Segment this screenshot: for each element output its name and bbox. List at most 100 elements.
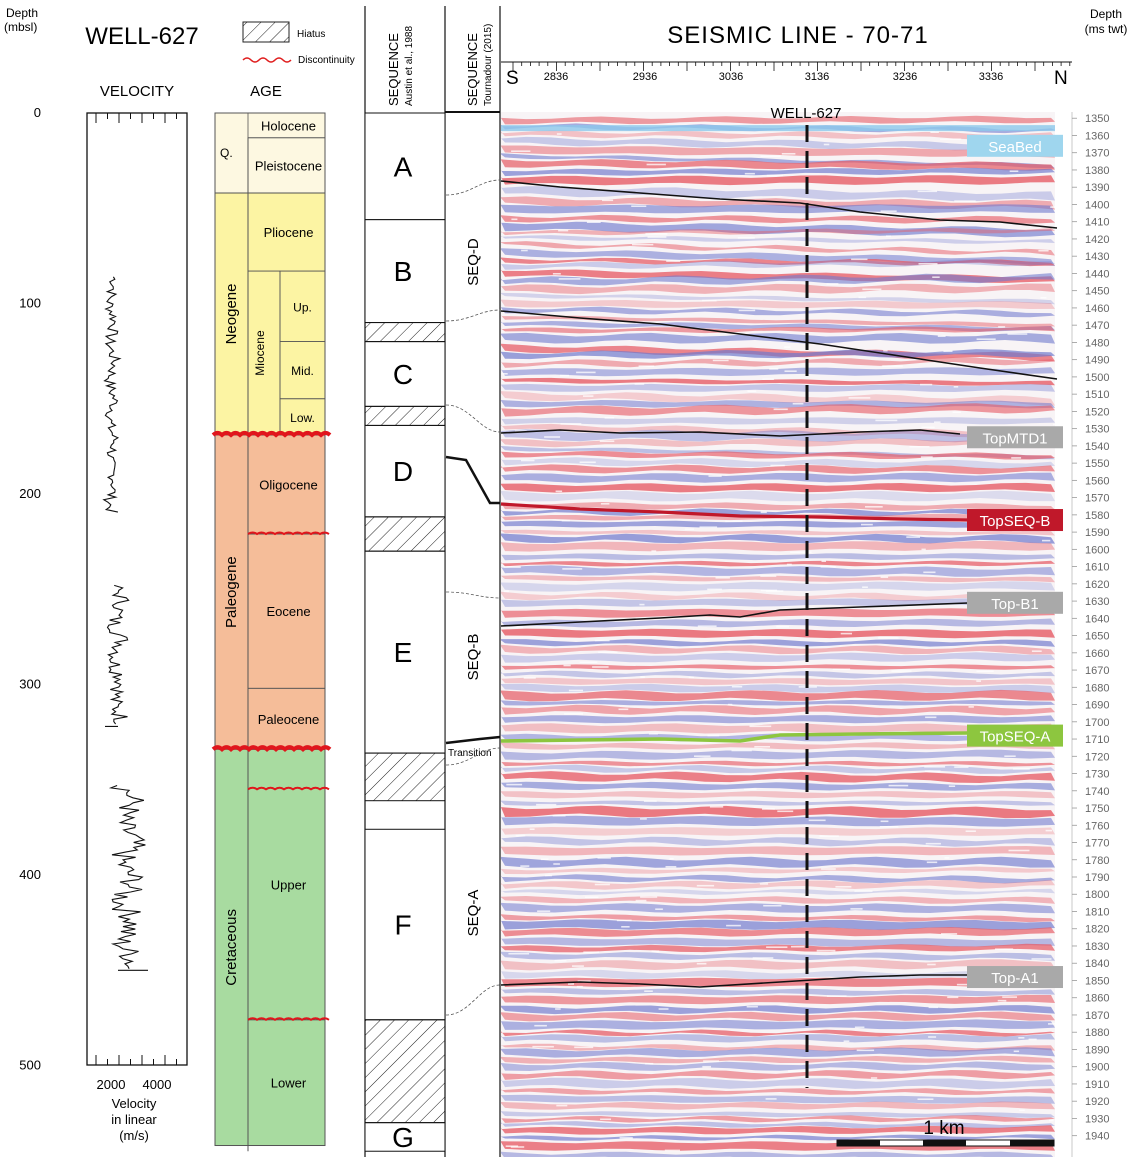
epoch-label-lower: Lower (271, 1076, 307, 1091)
horizon-label-box-top-a1 (967, 966, 1063, 989)
reflection-band (501, 1033, 1055, 1043)
noise-streak (891, 670, 912, 672)
noise-streak (576, 985, 583, 988)
reflection-band (501, 400, 1055, 409)
twt-tick-1540: 1540 (1085, 441, 1109, 453)
noise-streak (731, 685, 743, 688)
transition-label: Transition (448, 748, 492, 759)
era-label-cretaceous: Cretaceous (223, 909, 240, 986)
noise-streak (923, 571, 936, 574)
velocity-axis-ticks (95, 113, 177, 1065)
sequence-unit-a: A (394, 151, 413, 182)
era-label-q: Q. (220, 146, 233, 160)
noise-streak (766, 946, 788, 948)
twt-tick-1940: 1940 (1085, 1131, 1109, 1143)
noise-streak (515, 834, 526, 837)
noise-streak (699, 526, 718, 528)
sequence-unit-g: G (392, 1122, 414, 1153)
twt-tick-1390: 1390 (1085, 182, 1109, 194)
noise-streak (553, 863, 560, 865)
noise-streak (604, 417, 615, 419)
noise-streak (634, 383, 645, 385)
noise-streak (747, 390, 757, 392)
noise-streak (952, 411, 961, 413)
noise-streak (600, 1118, 611, 1121)
noise-streak (1031, 650, 1042, 652)
reflection-band (501, 764, 1055, 774)
reflection-band (501, 175, 1055, 186)
horizon-line (500, 429, 961, 437)
noise-streak (917, 1098, 934, 1100)
noise-streak (556, 1104, 568, 1107)
twt-tick-1360: 1360 (1085, 130, 1109, 142)
noise-streak (865, 506, 883, 508)
reflection-band (501, 529, 1055, 536)
cdp-2836: 2836 (544, 71, 568, 83)
noise-streak (534, 1024, 547, 1027)
noise-streak (744, 172, 755, 175)
sequence-unit-b: B (394, 256, 413, 287)
reflection-band (501, 457, 1055, 469)
reflection-band (501, 994, 1055, 1005)
reflection-band (501, 1061, 1055, 1071)
noise-streak (708, 475, 722, 477)
noise-streak (556, 133, 562, 135)
reflection-band (501, 130, 1055, 140)
twt-tick-1480: 1480 (1085, 337, 1109, 349)
noise-streak (995, 948, 1014, 950)
depth-tick-0: 0 (34, 105, 41, 120)
noise-streak (749, 725, 772, 728)
reflection-band (501, 715, 1055, 724)
noise-streak (944, 857, 950, 859)
noise-streak (651, 550, 657, 552)
noise-streak (826, 995, 847, 997)
twt-tick-1700: 1700 (1085, 717, 1109, 729)
noise-streak (648, 732, 658, 735)
reflection-band (501, 292, 1055, 305)
twt-tick-1640: 1640 (1085, 613, 1109, 625)
twt-tick-1600: 1600 (1085, 544, 1109, 556)
noise-streak (823, 143, 830, 146)
noise-streak (766, 174, 784, 177)
twt-tick-1370: 1370 (1085, 148, 1109, 160)
noise-streak (508, 952, 530, 955)
depth-tick-labels: 0 100 200 300 400 500 (19, 105, 41, 1073)
noise-streak (926, 861, 938, 864)
noise-streak (501, 373, 508, 375)
reflection-band (501, 1005, 1055, 1015)
twt-tick-1430: 1430 (1085, 251, 1109, 263)
reflection-band (501, 1111, 1055, 1118)
horizon-label-box-seabed (967, 134, 1063, 157)
minor-discontinuity (247, 786, 330, 791)
reflection-band (501, 1047, 1055, 1058)
noise-streak (594, 883, 610, 886)
reflection-band (501, 677, 1055, 686)
sequence-unit-d: D (393, 456, 413, 487)
velocity-axis-label-3: (m/s) (119, 1128, 149, 1143)
noise-streak (1042, 539, 1051, 542)
noise-streak (1050, 206, 1055, 208)
age-boxes: Q. Neogene Paleogene Cretaceous Holocene Plei… (211, 112, 332, 1152)
noise-streak (932, 276, 940, 278)
horizon-label-seabed: SeaBed (988, 139, 1041, 156)
reflection-band (501, 815, 1055, 827)
twt-tick-1560: 1560 (1085, 475, 1109, 487)
reflection-band (501, 874, 1055, 884)
reflection-band (501, 664, 1055, 670)
reflection-band (501, 367, 1055, 377)
noise-streak (862, 288, 882, 291)
noise-streak (583, 951, 599, 953)
sequence-tournadour-subtitle: Tournadour (2015) (483, 24, 494, 106)
twt-tick-1770: 1770 (1085, 838, 1109, 850)
reflection-band (501, 800, 1055, 806)
twt-tick-1470: 1470 (1085, 320, 1109, 332)
noise-streak (880, 210, 897, 212)
reflection-band (501, 856, 1055, 868)
well-627-label: WELL-627 (771, 105, 842, 122)
reflection-band (501, 670, 1055, 679)
tie-line (445, 984, 501, 1016)
reflection-band (501, 1055, 1055, 1064)
reflection-band (501, 553, 1055, 561)
scale-bar: 1 km (836, 1118, 1055, 1147)
depth-tick-200: 200 (19, 486, 41, 501)
